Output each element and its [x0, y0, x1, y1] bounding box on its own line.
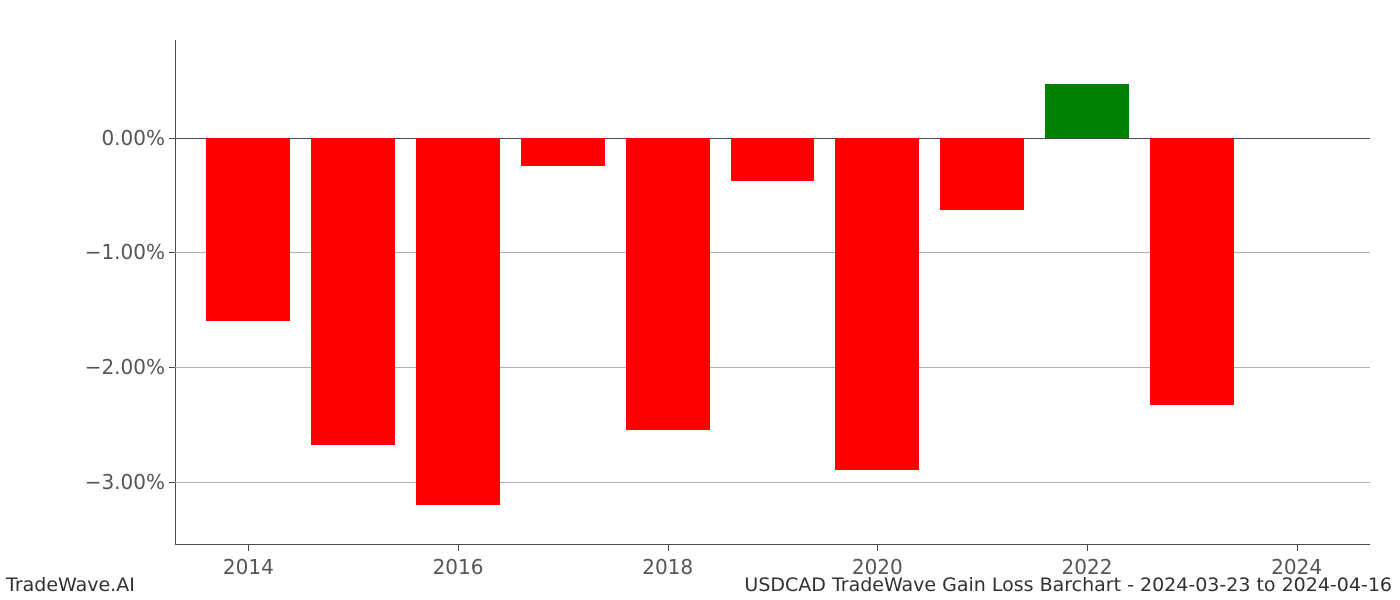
footer-brand: TradeWave.AI — [6, 574, 135, 596]
bar-2020 — [835, 138, 919, 471]
gridline — [175, 482, 1370, 483]
y-tick-mark — [169, 138, 175, 139]
bar-2017 — [521, 138, 605, 167]
x-tick-label: 2018 — [642, 555, 693, 579]
bar-2023 — [1150, 138, 1234, 405]
x-tick-mark — [877, 545, 878, 551]
x-tick-mark — [1087, 545, 1088, 551]
x-tick-label: 2020 — [852, 555, 903, 579]
y-tick-label: −2.00% — [85, 355, 165, 379]
x-tick-mark — [248, 545, 249, 551]
x-tick-mark — [458, 545, 459, 551]
x-axis-spine — [175, 544, 1370, 545]
bars-container — [175, 40, 1370, 545]
y-tick-label: −3.00% — [85, 470, 165, 494]
bar-2022 — [1045, 84, 1129, 138]
bar-2021 — [940, 138, 1024, 210]
bar-2014 — [206, 138, 290, 322]
bar-2018 — [626, 138, 710, 431]
bar-2015 — [311, 138, 395, 446]
bar-2019 — [731, 138, 815, 182]
x-tick-label: 2014 — [223, 555, 274, 579]
y-tick-label: 0.00% — [101, 126, 165, 150]
x-tick-label: 2016 — [433, 555, 484, 579]
y-axis-spine — [175, 40, 176, 545]
y-tick-mark — [169, 252, 175, 253]
x-tick-mark — [668, 545, 669, 551]
plot-area — [175, 40, 1370, 545]
x-tick-label: 2022 — [1062, 555, 1113, 579]
bar-2016 — [416, 138, 500, 505]
y-tick-mark — [169, 482, 175, 483]
x-tick-mark — [1297, 545, 1298, 551]
x-tick-label: 2024 — [1271, 555, 1322, 579]
y-tick-label: −1.00% — [85, 240, 165, 264]
y-tick-mark — [169, 367, 175, 368]
